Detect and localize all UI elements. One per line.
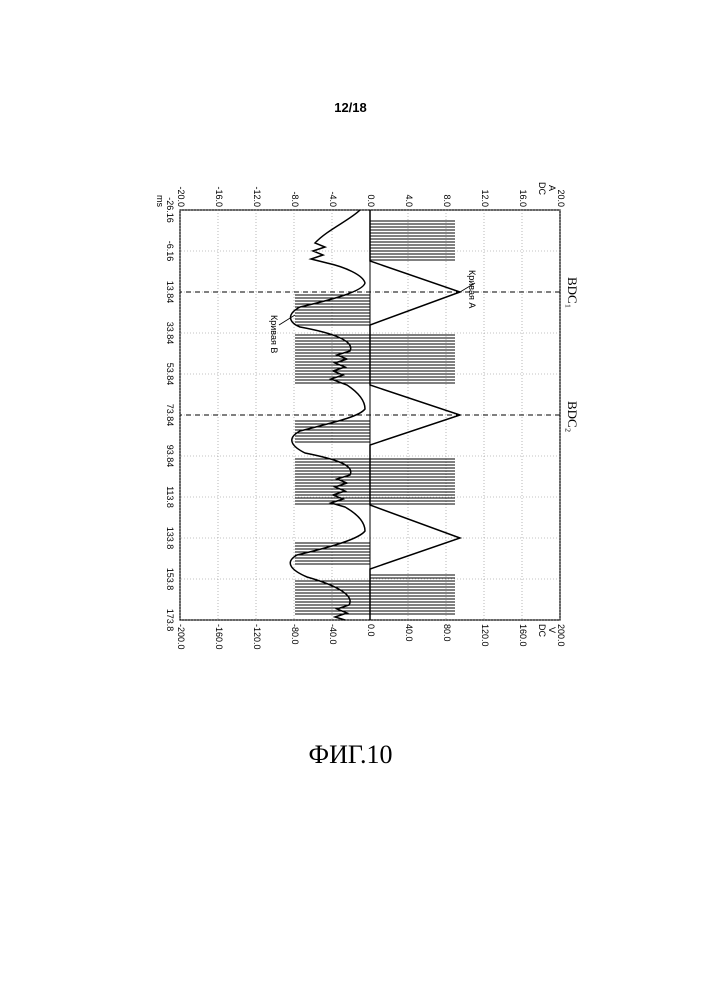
curve-a-label: Кривая A xyxy=(467,270,477,308)
svg-text:-20.0: -20.0 xyxy=(176,186,186,207)
svg-text:0.0: 0.0 xyxy=(366,624,376,637)
svg-text:-6.16: -6.16 xyxy=(165,241,175,262)
svg-text:0.0: 0.0 xyxy=(366,194,376,207)
left-axis-ticks: 20.0 16.0 12.0 8.0 4.0 0.0 -4.0 -8.0 -12… xyxy=(176,186,566,207)
left-axis-dc: DC xyxy=(537,182,547,195)
svg-text:-120.0: -120.0 xyxy=(252,624,262,650)
svg-text:120.0: 120.0 xyxy=(480,624,490,647)
svg-text:80.0: 80.0 xyxy=(442,624,452,642)
right-axis-unit: V xyxy=(547,627,557,633)
svg-text:173.8: 173.8 xyxy=(165,609,175,632)
right-axis-ticks: 200.0 160.0 120.0 80.0 40.0 0.0 -40.0 -8… xyxy=(176,624,566,650)
svg-text:4.0: 4.0 xyxy=(404,194,414,207)
svg-text:-26.16: -26.16 xyxy=(165,197,175,223)
bdc1-label: BDC₁ xyxy=(565,277,580,308)
svg-text:73.84: 73.84 xyxy=(165,404,175,427)
page-number: 12/18 xyxy=(0,100,701,115)
chart-container: Кривая A Кривая B BDC₁ BDC₂ 20.0 16.0 12… xyxy=(125,165,595,665)
svg-text:8.0: 8.0 xyxy=(442,194,452,207)
left-axis-unit: A xyxy=(547,185,557,191)
svg-text:93.84: 93.84 xyxy=(165,445,175,468)
svg-text:13.84: 13.84 xyxy=(165,281,175,304)
svg-text:33.84: 33.84 xyxy=(165,322,175,345)
svg-text:-12.0: -12.0 xyxy=(252,186,262,207)
pwm-burst xyxy=(370,221,455,260)
right-axis-dc: DC xyxy=(537,624,547,637)
x-axis-unit: ms xyxy=(155,195,165,207)
svg-text:40.0: 40.0 xyxy=(404,624,414,642)
figure-caption: ФИГ.10 xyxy=(0,740,701,770)
svg-text:160.0: 160.0 xyxy=(518,624,528,647)
svg-text:-40.0: -40.0 xyxy=(328,624,338,645)
svg-text:20.0: 20.0 xyxy=(556,189,566,207)
svg-text:16.0: 16.0 xyxy=(518,189,528,207)
waveform-chart: Кривая A Кривая B BDC₁ BDC₂ 20.0 16.0 12… xyxy=(125,165,595,665)
svg-text:-4.0: -4.0 xyxy=(328,191,338,207)
bdc2-label: BDC₂ xyxy=(565,401,580,432)
svg-text:-200.0: -200.0 xyxy=(176,624,186,650)
svg-text:12.0: 12.0 xyxy=(480,189,490,207)
svg-text:200.0: 200.0 xyxy=(556,624,566,647)
svg-text:153.8: 153.8 xyxy=(165,568,175,591)
curve-b-label: Кривая B xyxy=(269,315,279,353)
svg-text:113.8: 113.8 xyxy=(165,486,175,508)
svg-text:-160.0: -160.0 xyxy=(214,624,224,650)
svg-text:-80.0: -80.0 xyxy=(290,624,300,645)
x-axis-ticks: -26.16 -6.16 13.84 33.84 53.84 73.84 93.… xyxy=(165,197,175,631)
svg-text:-16.0: -16.0 xyxy=(214,186,224,207)
svg-text:133.8: 133.8 xyxy=(165,527,175,550)
svg-text:53.84: 53.84 xyxy=(165,363,175,386)
svg-text:-8.0: -8.0 xyxy=(290,191,300,207)
